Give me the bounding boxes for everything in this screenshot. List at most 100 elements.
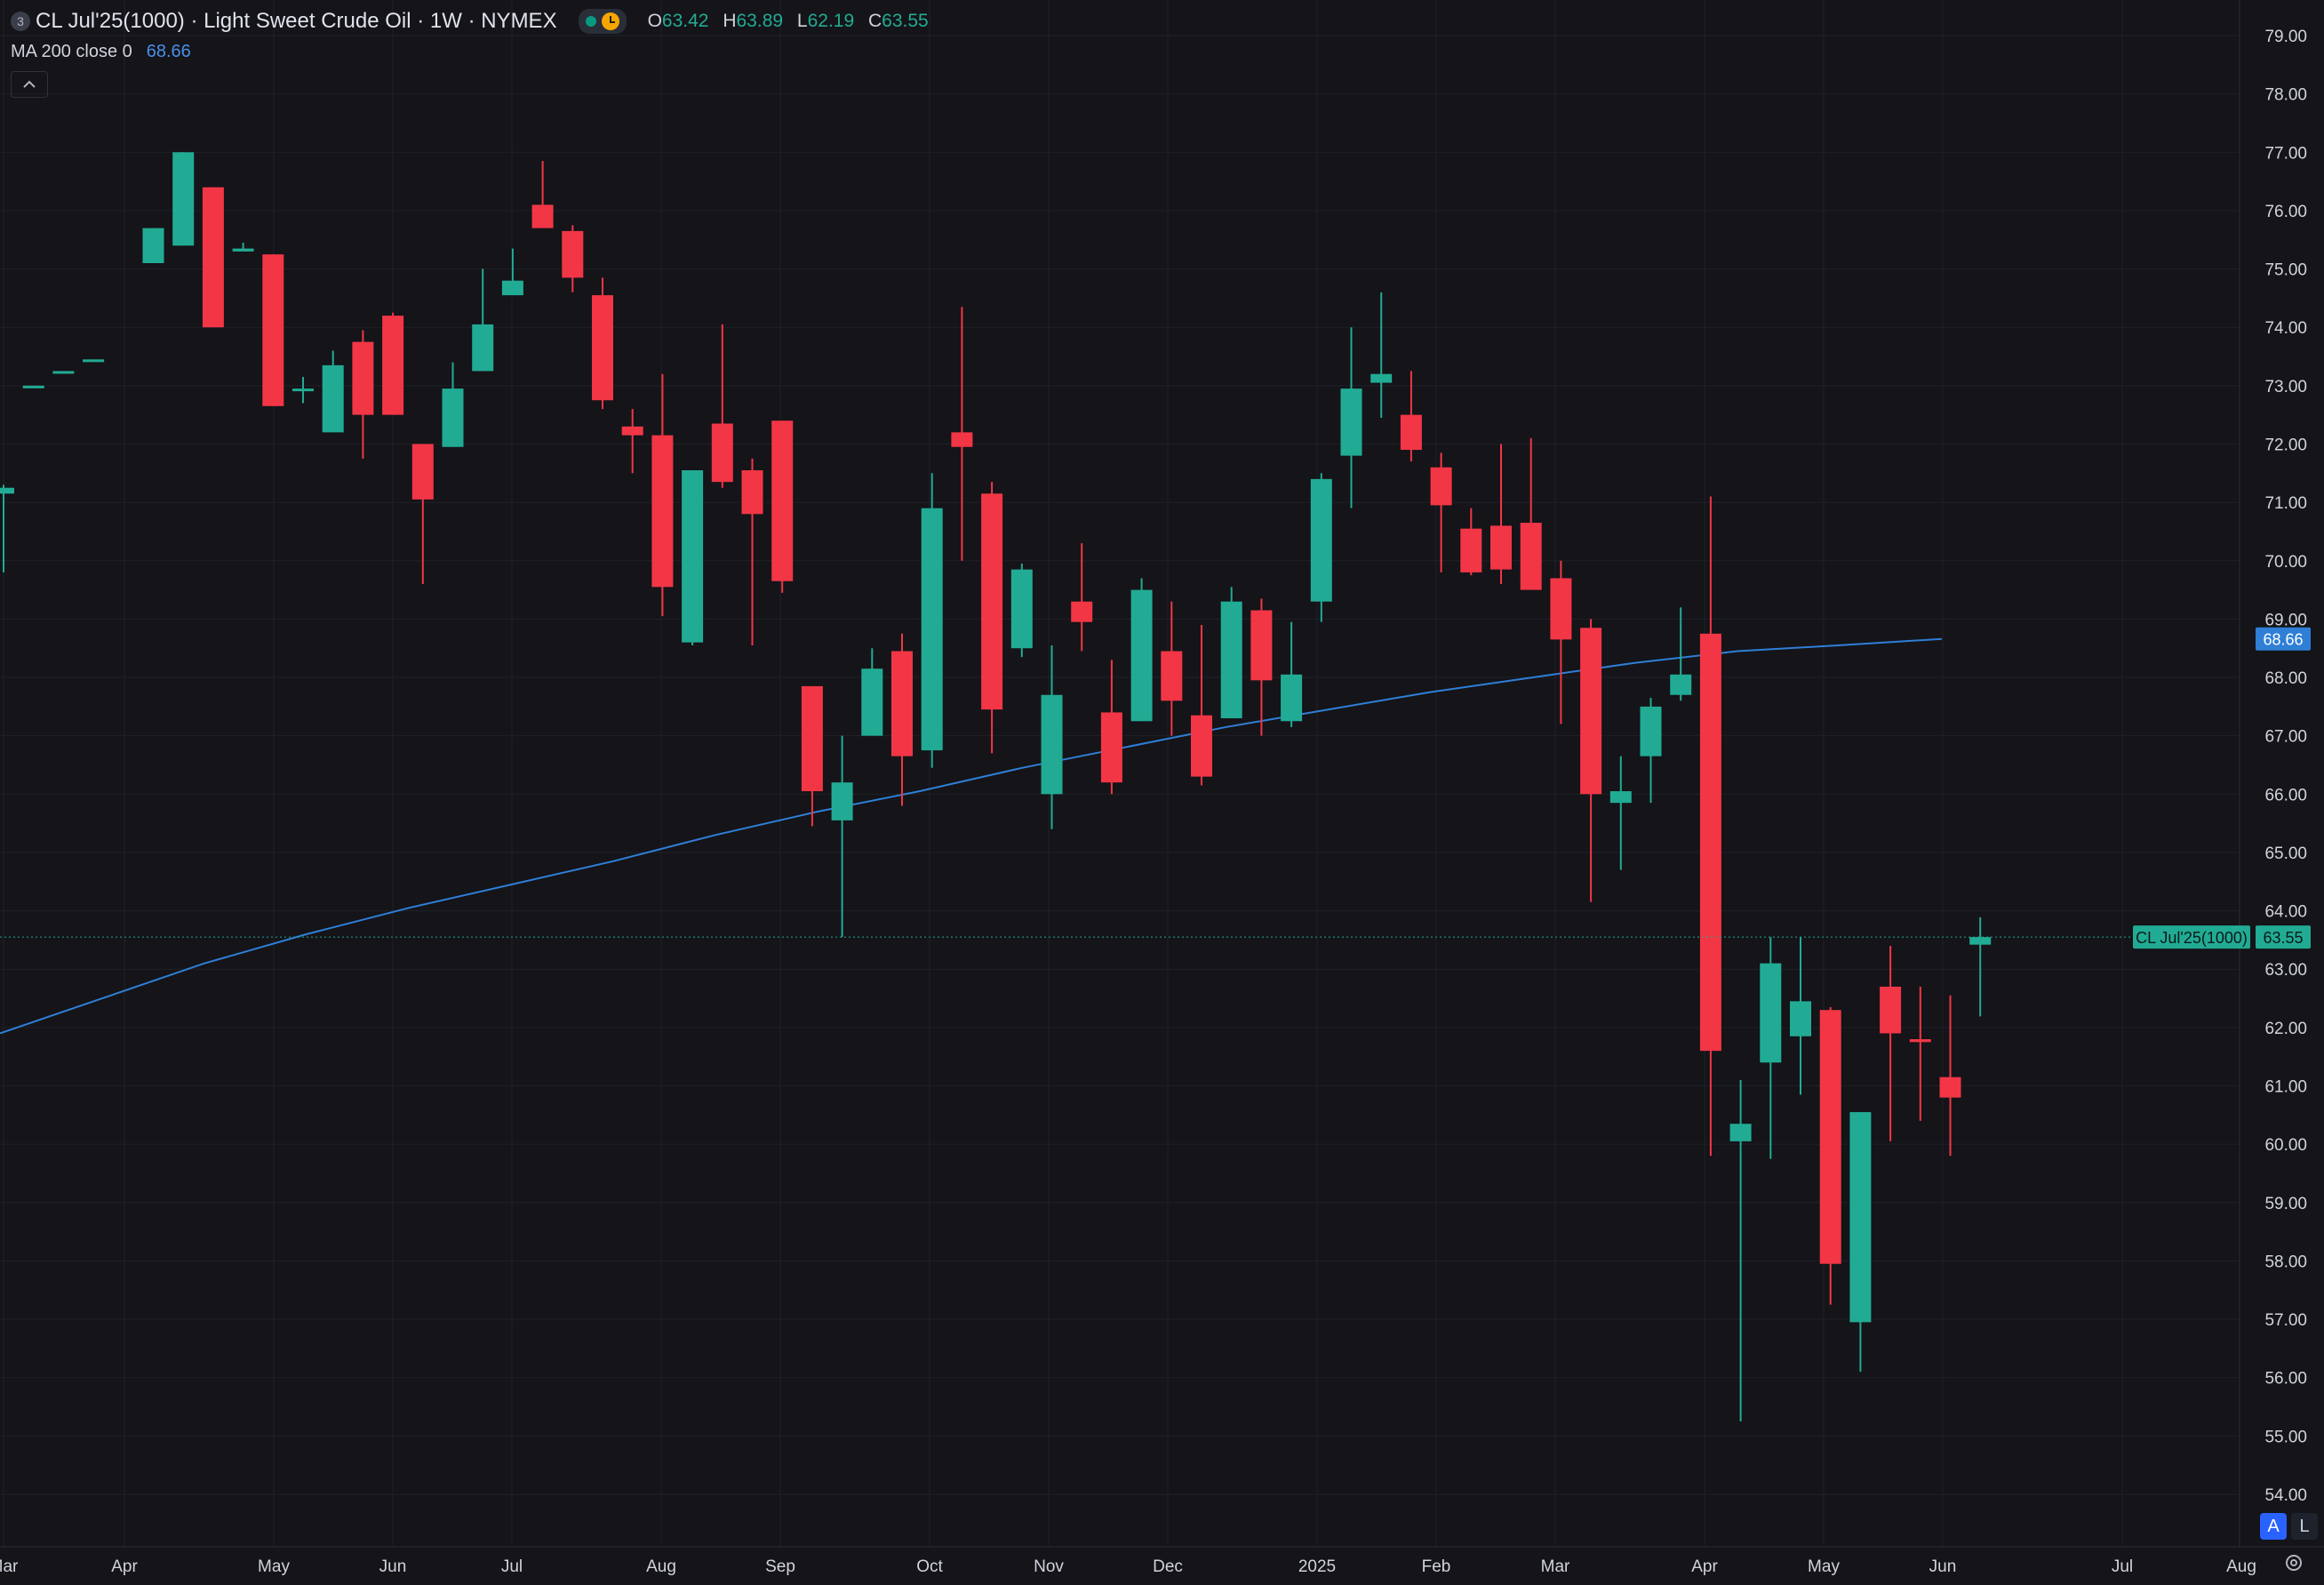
candle[interactable] — [1729, 1079, 1752, 1421]
candle[interactable] — [1010, 564, 1033, 658]
candle-body — [1370, 373, 1393, 383]
candle[interactable] — [0, 484, 14, 572]
candle[interactable] — [1640, 698, 1662, 804]
candle[interactable] — [1460, 508, 1482, 576]
candle[interactable] — [1071, 543, 1093, 652]
candle[interactable] — [1250, 598, 1273, 736]
symbol-title[interactable]: CL Jul'25(1000) · Light Sweet Crude Oil … — [36, 9, 557, 33]
candle[interactable] — [1699, 496, 1721, 1157]
candle[interactable] — [1790, 937, 1811, 1095]
candle[interactable] — [232, 243, 254, 252]
candle[interactable] — [1100, 660, 1122, 795]
candle[interactable] — [83, 359, 105, 363]
candle[interactable] — [1191, 624, 1212, 786]
candle[interactable] — [1370, 292, 1393, 418]
candle[interactable] — [1969, 917, 1992, 1017]
candle-body — [951, 432, 973, 447]
time-tick-label: Jun — [379, 1557, 407, 1576]
low-label: L — [796, 11, 808, 31]
candle[interactable] — [352, 330, 374, 459]
time-tick-label: 2025 — [1298, 1557, 1336, 1576]
candle[interactable] — [1130, 578, 1153, 722]
candle[interactable] — [1609, 756, 1632, 870]
chart-grid — [0, 0, 2324, 1548]
price-tick-label: 74.00 — [2264, 319, 2307, 338]
candle-body — [322, 364, 344, 433]
candle[interactable] — [172, 152, 195, 246]
clock-icon — [601, 12, 619, 30]
candle[interactable] — [292, 376, 314, 404]
candle[interactable] — [861, 648, 883, 736]
candle-body — [262, 254, 284, 406]
candle[interactable] — [1849, 1112, 1872, 1373]
candle[interactable] — [682, 470, 704, 645]
last-price-tag: CL Jul'25(1000) 63.55 — [2133, 925, 2311, 949]
candle[interactable] — [1490, 444, 1512, 585]
candle[interactable] — [562, 225, 584, 292]
candle[interactable] — [322, 350, 344, 433]
candle-body — [1760, 963, 1782, 1063]
candle[interactable] — [1760, 937, 1782, 1159]
candle[interactable] — [1670, 607, 1692, 701]
candle[interactable] — [1400, 371, 1422, 462]
candle[interactable] — [202, 187, 224, 328]
auto-scale-button[interactable]: A — [2260, 1513, 2287, 1540]
candle[interactable] — [22, 385, 44, 388]
candle[interactable] — [711, 324, 733, 488]
candle[interactable] — [1430, 452, 1452, 572]
candle[interactable] — [472, 268, 494, 372]
candle[interactable] — [1939, 995, 1961, 1157]
candle[interactable] — [1220, 587, 1242, 718]
candle-body — [1460, 528, 1482, 572]
candle-body — [1310, 478, 1332, 602]
candle[interactable] — [52, 371, 75, 374]
candle[interactable] — [1520, 437, 1542, 590]
price-tick-label: 76.00 — [2264, 203, 2307, 221]
candle[interactable] — [831, 735, 853, 938]
candle[interactable] — [262, 254, 284, 406]
price-tick-label: 78.00 — [2264, 86, 2307, 105]
candle[interactable] — [142, 228, 164, 263]
candle-body — [83, 359, 105, 363]
candle[interactable] — [1819, 1006, 1841, 1305]
candle-body — [232, 248, 254, 252]
candle-body — [352, 341, 374, 415]
candle[interactable] — [741, 458, 763, 645]
candle[interactable] — [592, 277, 613, 410]
candle[interactable] — [651, 373, 674, 617]
candle[interactable] — [1909, 986, 1931, 1121]
candle[interactable] — [531, 161, 554, 228]
ma-legend-row[interactable]: MA 200 close 0 68.66 — [11, 39, 938, 64]
candle[interactable] — [1281, 621, 1303, 727]
candle[interactable] — [981, 482, 1003, 754]
candle[interactable] — [801, 685, 823, 827]
candle[interactable] — [1880, 945, 1902, 1141]
candle[interactable] — [1041, 644, 1063, 829]
candle[interactable] — [1580, 619, 1602, 902]
candle[interactable] — [891, 633, 913, 806]
candle[interactable] — [1161, 601, 1183, 736]
candle[interactable] — [621, 409, 643, 474]
candle[interactable] — [442, 362, 464, 447]
candle[interactable] — [501, 248, 523, 296]
candle[interactable] — [1550, 560, 1572, 724]
log-scale-button[interactable]: L — [2291, 1513, 2318, 1540]
price-tick-label: 58.00 — [2264, 1253, 2307, 1271]
candle[interactable] — [1340, 327, 1362, 508]
price-tick-label: 72.00 — [2264, 436, 2307, 454]
candle-body — [1580, 628, 1602, 795]
candle[interactable] — [1310, 473, 1332, 622]
candle[interactable] — [411, 444, 434, 585]
market-status[interactable] — [578, 9, 627, 34]
collapse-legend-button[interactable] — [11, 71, 48, 98]
candle[interactable] — [771, 420, 794, 593]
candle-body — [472, 324, 494, 372]
candle[interactable] — [951, 307, 973, 561]
time-tick-label: Apr — [1691, 1557, 1718, 1576]
gear-icon[interactable] — [2282, 1551, 2305, 1574]
candle-body — [1161, 651, 1183, 701]
symbol-badge[interactable]: 3 — [11, 12, 30, 31]
candle[interactable] — [921, 473, 943, 768]
candle[interactable] — [382, 312, 404, 415]
